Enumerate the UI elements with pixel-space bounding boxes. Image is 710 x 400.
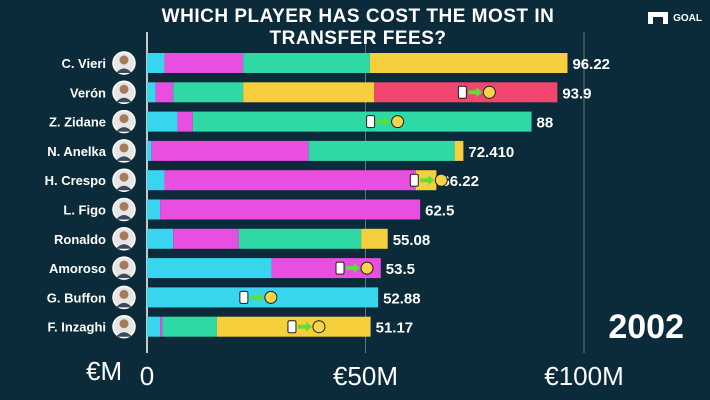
- goal-logo: GOAL: [647, 9, 702, 27]
- player-label: C. Vieri: [61, 56, 106, 71]
- bar-segment: [361, 228, 388, 249]
- player-avatar-body-icon: [116, 68, 132, 73]
- player-avatar-head-icon: [119, 231, 129, 241]
- player-avatar-head-icon: [119, 289, 129, 299]
- bar-segment: [155, 82, 174, 103]
- player-avatar-body-icon: [116, 302, 132, 308]
- player-avatar-body-icon: [116, 185, 132, 191]
- player-avatar-body-icon: [116, 127, 132, 132]
- bar-segment: [271, 258, 381, 279]
- transfer-arrow-icon: [297, 321, 312, 332]
- bar-segment: [147, 53, 165, 73]
- player-avatar-body-icon: [116, 215, 132, 220]
- club-crest-icon: [434, 173, 448, 187]
- player-label: G. Buffon: [47, 290, 106, 305]
- bar-value-label: 72.410: [468, 144, 514, 161]
- bar-segment: [173, 228, 239, 249]
- bar-segment: [147, 170, 165, 191]
- unit-label: €M: [86, 356, 123, 386]
- player-label: L. Figo: [63, 203, 106, 218]
- bar-segment: [162, 316, 217, 337]
- bar-segment: [369, 53, 568, 73]
- player-label: Verón: [70, 85, 106, 100]
- player-label: Amoroso: [49, 261, 106, 276]
- bar-value-label: 51.17: [376, 320, 414, 337]
- bar-value-label: 53.5: [386, 261, 415, 278]
- player-avatar-head-icon: [119, 172, 129, 182]
- bar-segment: [147, 111, 178, 132]
- player-label: Z. Zidane: [49, 115, 106, 130]
- bar-value-label: 62.5: [425, 203, 454, 220]
- bar-segment: [151, 140, 309, 161]
- club-crest-icon: [457, 85, 467, 99]
- bar-segment: [160, 316, 163, 337]
- player-label: H. Crespo: [45, 173, 106, 188]
- player-avatar-body-icon: [116, 156, 132, 161]
- player-label: F. Inzaghi: [48, 320, 107, 335]
- club-crest-icon: [312, 320, 326, 334]
- player-label: N. Anelka: [47, 144, 107, 159]
- goal-logo-icon: [648, 12, 669, 24]
- goal-logo-text: GOAL: [673, 12, 702, 24]
- bar-segment: [164, 53, 244, 73]
- bar-value-label: 96.22: [572, 56, 610, 73]
- player-avatar-body-icon: [116, 244, 132, 249]
- bar-segment: [177, 111, 193, 132]
- transfer-arrow-icon: [468, 87, 483, 98]
- bar-value-label: 93.9: [562, 85, 591, 102]
- club-crest-icon: [287, 320, 297, 334]
- year-label: 2002: [608, 308, 684, 346]
- player-avatar-head-icon: [119, 143, 129, 153]
- player-avatar-head-icon: [119, 319, 129, 329]
- x-tick-label: €100M: [544, 361, 624, 391]
- club-crest-icon: [264, 290, 278, 304]
- bar-segment: [147, 199, 161, 220]
- bar-segment: [147, 140, 152, 161]
- transfer-arrow-icon: [249, 292, 264, 303]
- bar-segment: [147, 258, 272, 279]
- bar-segment: [454, 140, 464, 161]
- bar-segment: [164, 170, 416, 191]
- player-avatar-head-icon: [119, 260, 129, 270]
- transfer-arrow-icon: [346, 263, 361, 274]
- player-avatar-head-icon: [119, 84, 129, 94]
- player-avatar-head-icon: [119, 202, 129, 211]
- bar-segment: [160, 199, 421, 220]
- bar-segment: [308, 140, 455, 161]
- bar-value-label: 55.08: [393, 232, 431, 249]
- club-crest-icon: [239, 290, 249, 304]
- player-avatar-body-icon: [116, 273, 132, 279]
- bar-value-label: 66.22: [441, 173, 479, 190]
- club-crest-icon: [391, 115, 405, 129]
- player-avatar-head-icon: [119, 55, 129, 65]
- club-crest-icon: [482, 85, 496, 99]
- bar-segment: [173, 82, 244, 103]
- bar-segment: [147, 82, 156, 103]
- player-avatar-body-icon: [116, 97, 132, 103]
- club-crest-icon: [366, 115, 376, 129]
- bar-segment: [238, 228, 362, 249]
- club-crest-icon: [335, 261, 345, 275]
- player-avatar-body-icon: [116, 332, 132, 337]
- club-crest-icon: [360, 261, 374, 275]
- x-tick-label: €50M: [333, 361, 398, 391]
- bar-segment: [147, 316, 161, 337]
- transfer-arrow-icon: [420, 175, 435, 186]
- player-avatar-head-icon: [119, 114, 129, 124]
- player-label: Ronaldo: [54, 232, 106, 247]
- club-crest-icon: [409, 173, 419, 187]
- bar-segment: [243, 53, 370, 73]
- x-tick-label: 0: [140, 361, 154, 391]
- bar-segment: [147, 228, 174, 249]
- chart-title: WHICH PLAYER HAS COST THE MOST IN TRANSF…: [161, 6, 555, 49]
- bar-segment: [192, 111, 532, 132]
- transfer-arrow-icon: [376, 116, 391, 127]
- bar-value-label: 88: [537, 115, 554, 132]
- bar-segment: [243, 82, 375, 103]
- bar-value-label: 52.88: [383, 290, 421, 307]
